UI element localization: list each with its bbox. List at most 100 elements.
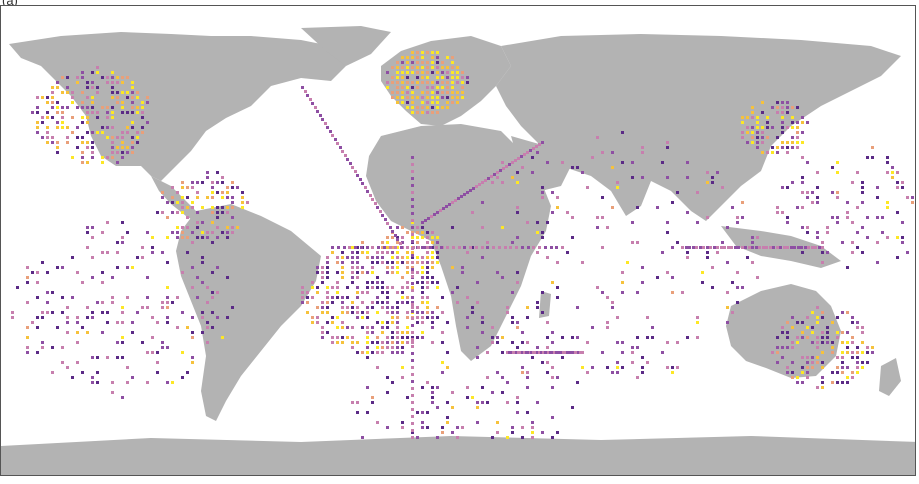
density-cell	[546, 161, 549, 164]
density-cell	[436, 61, 439, 64]
density-cell	[226, 211, 229, 214]
density-cell	[371, 256, 374, 259]
density-cell	[821, 376, 824, 379]
density-cell	[791, 106, 794, 109]
ship-track-cell	[396, 238, 399, 241]
density-cell	[151, 246, 154, 249]
density-cell	[376, 261, 379, 264]
density-cell	[351, 256, 354, 259]
density-cell	[516, 396, 519, 399]
density-cell	[126, 151, 129, 154]
density-cell	[231, 186, 234, 189]
density-cell	[826, 226, 829, 229]
density-cell	[111, 151, 114, 154]
ship-track-cell	[542, 351, 545, 354]
density-cell	[356, 316, 359, 319]
density-cell	[601, 151, 604, 154]
ship-track-cell	[776, 246, 779, 249]
density-cell	[461, 76, 464, 79]
density-cell	[321, 276, 324, 279]
density-cell	[391, 251, 394, 254]
ship-track-cell	[429, 246, 432, 249]
density-cell	[161, 301, 164, 304]
density-cell	[816, 201, 819, 204]
ship-track-cell	[411, 282, 414, 285]
density-cell	[386, 341, 389, 344]
density-cell	[546, 221, 549, 224]
density-cell	[406, 256, 409, 259]
density-cell	[906, 196, 909, 199]
density-cell	[126, 296, 129, 299]
density-cell	[396, 331, 399, 334]
density-cell	[86, 81, 89, 84]
density-cell	[411, 251, 414, 254]
density-cell	[391, 331, 394, 334]
ship-track-cell	[423, 246, 426, 249]
density-cell	[126, 91, 129, 94]
density-cell	[346, 256, 349, 259]
density-cell	[26, 276, 29, 279]
density-cell	[706, 251, 709, 254]
density-cell	[441, 341, 444, 344]
density-cell	[571, 336, 574, 339]
density-cell	[401, 301, 404, 304]
density-cell	[396, 346, 399, 349]
density-cell	[761, 151, 764, 154]
density-cell	[831, 216, 834, 219]
density-cell	[666, 176, 669, 179]
ship-track-cell	[433, 213, 436, 216]
density-cell	[531, 171, 534, 174]
density-cell	[356, 271, 359, 274]
density-cell	[861, 361, 864, 364]
ship-track-cell	[411, 366, 414, 369]
density-cell	[76, 126, 79, 129]
density-cell	[906, 251, 909, 254]
density-cell	[381, 321, 384, 324]
density-cell	[421, 256, 424, 259]
density-cell	[206, 176, 209, 179]
density-cell	[91, 101, 94, 104]
density-cell	[556, 286, 559, 289]
density-cell	[171, 186, 174, 189]
density-cell	[56, 81, 59, 84]
density-cell	[186, 216, 189, 219]
density-cell	[386, 296, 389, 299]
ship-track-cell	[400, 246, 403, 249]
density-cell	[436, 286, 439, 289]
density-cell	[836, 336, 839, 339]
density-cell	[766, 121, 769, 124]
density-cell	[686, 251, 689, 254]
density-cell	[656, 206, 659, 209]
density-cell	[516, 346, 519, 349]
density-cell	[391, 311, 394, 314]
density-cell	[81, 136, 84, 139]
density-cell	[386, 251, 389, 254]
ship-track-cell	[783, 246, 786, 249]
density-cell	[816, 186, 819, 189]
density-cell	[521, 341, 524, 344]
density-cell	[431, 101, 434, 104]
density-cell	[516, 281, 519, 284]
density-cell	[306, 311, 309, 314]
density-cell	[506, 311, 509, 314]
density-cell	[396, 261, 399, 264]
density-cell	[221, 191, 224, 194]
density-cell	[176, 236, 179, 239]
density-cell	[351, 326, 354, 329]
density-cell	[401, 421, 404, 424]
density-cell	[426, 66, 429, 69]
density-cell	[321, 336, 324, 339]
density-cell	[121, 111, 124, 114]
density-cell	[781, 126, 784, 129]
density-cell	[816, 306, 819, 309]
density-cell	[481, 316, 484, 319]
density-cell	[481, 331, 484, 334]
density-cell	[171, 231, 174, 234]
density-cell	[436, 316, 439, 319]
ship-track-cell	[411, 345, 414, 348]
ship-track-cell	[411, 275, 414, 278]
density-cell	[116, 241, 119, 244]
density-cell	[121, 336, 124, 339]
density-cell	[136, 106, 139, 109]
density-cell	[396, 316, 399, 319]
